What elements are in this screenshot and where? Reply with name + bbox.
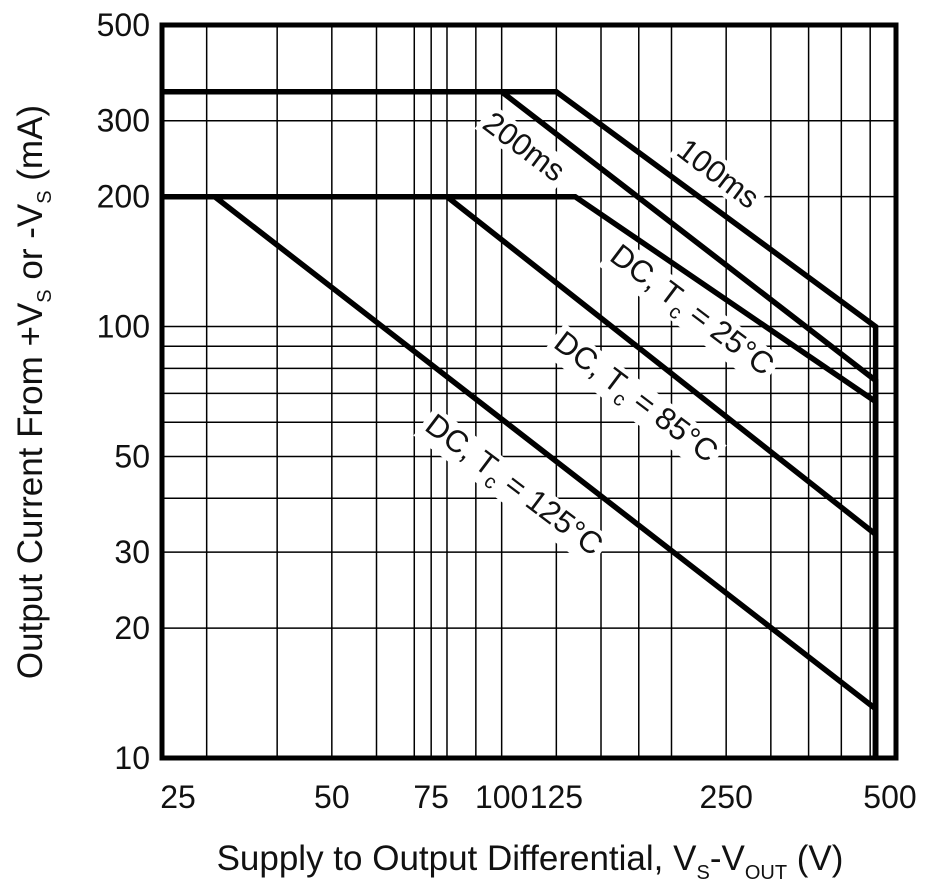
x-tick-label: 125 <box>530 779 583 815</box>
y-tick-label: 100 <box>97 309 150 345</box>
x-tick-label: 100 <box>475 779 528 815</box>
x-axis-title: Supply to Output Differential, VS-VOUT (… <box>217 839 844 884</box>
y-tick-label: 20 <box>114 610 150 646</box>
y-axis-title-tail: (mA) <box>11 105 50 191</box>
x-tick-label: 50 <box>314 779 350 815</box>
y-axis-title: Output Current From +VS or -VS (mA) <box>11 105 56 679</box>
y-axis-title-main: Output Current From +V <box>11 302 50 679</box>
plot-frame <box>159 22 899 761</box>
x-tick-label: 250 <box>699 779 752 815</box>
curve-label-background <box>668 130 768 217</box>
x-axis-title-tail: (V) <box>787 839 843 878</box>
x-axis-title-sub2: OUT <box>745 862 787 884</box>
y-tick-label: 500 <box>97 7 150 43</box>
y-axis-title-sub2: S <box>34 190 56 203</box>
x-tick-label: 500 <box>863 779 916 815</box>
curve-label-background <box>598 236 783 388</box>
x-tick-label: 75 <box>413 779 449 815</box>
y-tick-label: 30 <box>114 534 150 570</box>
curves <box>162 89 879 758</box>
y-tick-labels: 10 20 30 50 100 200 300 500 <box>97 7 150 776</box>
y-axis-title-sub1: S <box>34 289 56 302</box>
curve-label-background <box>542 323 727 475</box>
y-tick-label: 10 <box>114 740 150 776</box>
y-tick-label: 50 <box>114 438 150 474</box>
x-axis-title-sub1: S <box>696 862 709 884</box>
y-axis-title-mid: or -V <box>11 203 50 289</box>
x-tick-labels: 25 50 75 100 125 250 500 <box>160 779 916 815</box>
curve-label-background <box>413 405 612 569</box>
y-tick-label: 300 <box>97 103 150 139</box>
x-axis-title-mid: -V <box>710 839 746 878</box>
x-axis-title-main: Supply to Output Differential, V <box>217 839 698 878</box>
x-tick-label: 25 <box>160 779 196 815</box>
curve-4 <box>445 194 879 758</box>
y-tick-label: 200 <box>97 179 150 215</box>
curve-label-background <box>474 103 574 190</box>
curve-5 <box>213 194 879 758</box>
